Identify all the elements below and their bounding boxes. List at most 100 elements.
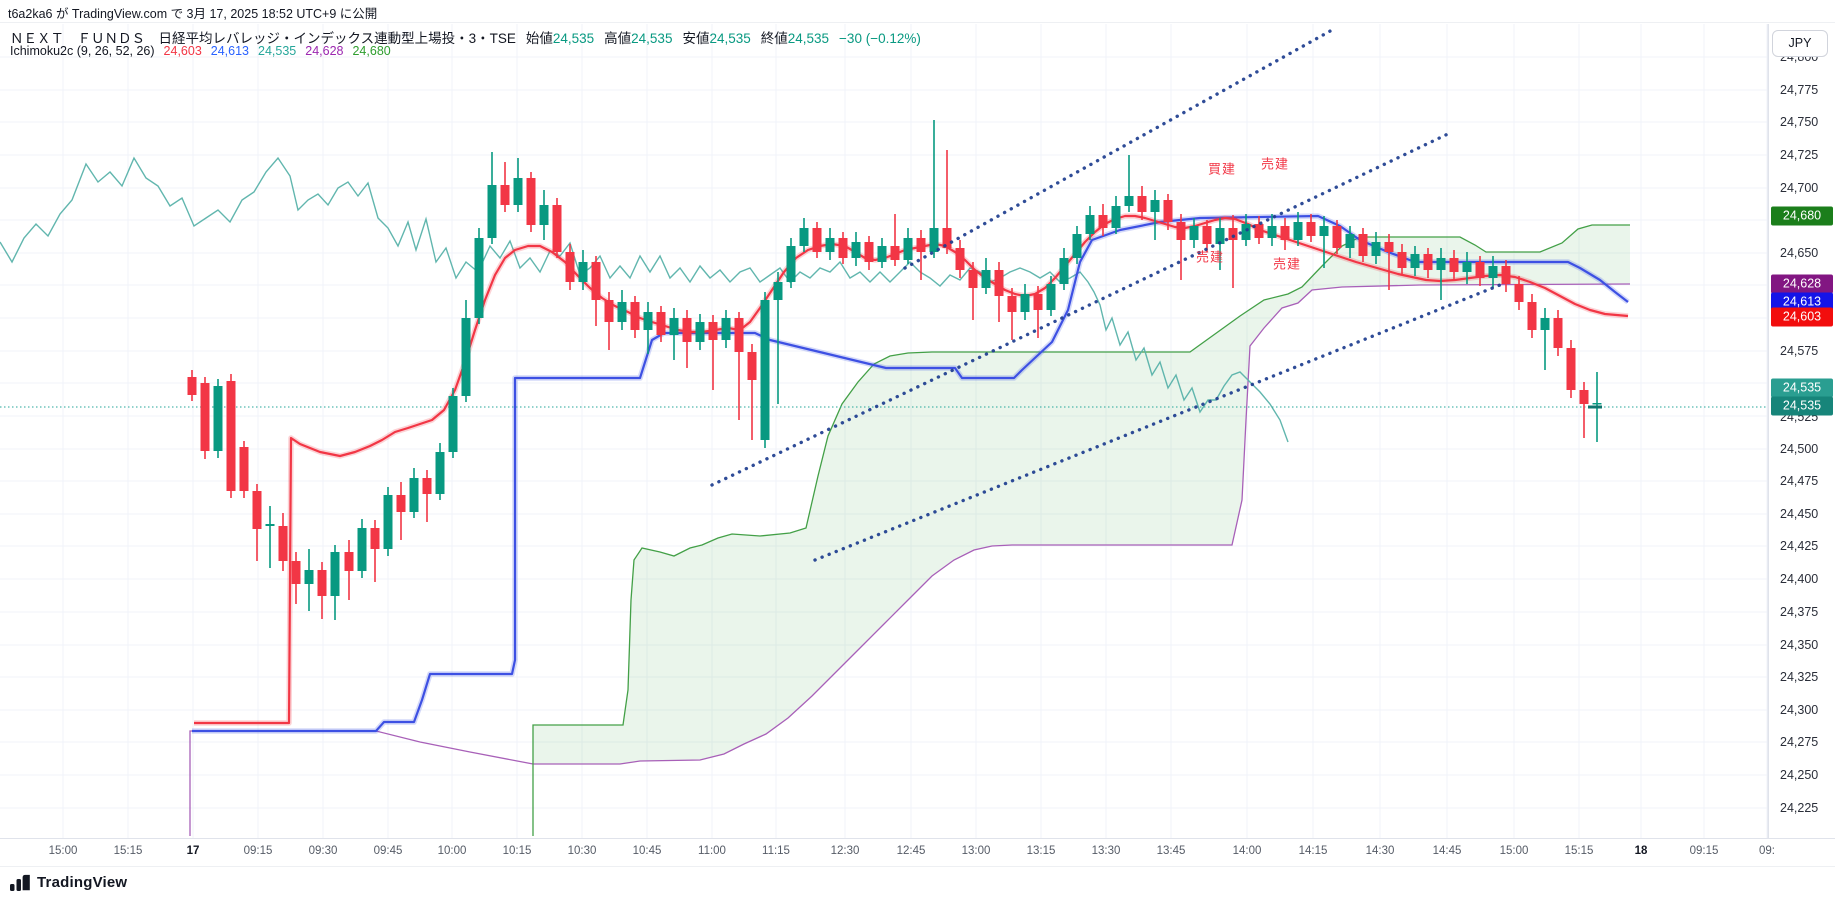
candle-body [591,262,601,300]
price-axis-label: 24,250 [1780,768,1819,782]
candle-body [1176,222,1186,240]
candle-body [526,178,536,225]
price-axis-label: 24,575 [1780,344,1819,358]
candle-body [370,528,380,549]
candle-body [1462,262,1472,272]
candle-body [1085,215,1095,234]
candle-body [565,252,575,282]
candle-body [1306,222,1316,236]
symbol-header: ＮＥＸＴ ＦＵＮＤＳ 日経平均レバレッジ・インデックス連動型上場投・3・TSE 始… [10,27,921,47]
price-axis-label: 24,425 [1780,539,1819,553]
price-badge: 24,603 [1771,307,1833,327]
attribution-text: t6a2ka6 が TradingView.com で 3月 17, 2025 … [8,7,378,21]
ohlc-label: 高値 [604,31,632,46]
candle-body [422,478,432,494]
time-axis-label: 09:15 [243,845,273,857]
candle-body [1436,258,1446,270]
candle-body [291,561,301,584]
trendline-dotted [903,28,1334,270]
price-axis-label: 24,300 [1780,703,1819,717]
time-axis-label: 10:45 [632,845,662,857]
candle-body [1514,284,1524,302]
price-axis[interactable]: 24,800 24,775 24,750 24,725 24,700 24,650 24,5… [1768,24,1835,838]
senkou-b-line [532,224,1630,836]
price-axis-label: 24,500 [1780,442,1819,456]
tradingview-logo[interactable]: TradingView [10,874,127,891]
time-axis[interactable]: 15:00 15:15 17 09:15 09:30 09:45 10:00 10:15 10:… [0,838,1835,867]
candle-body [278,526,288,561]
candle-body [877,246,887,262]
candle-body [773,282,783,300]
candle-body [1007,296,1017,312]
senkou-a-line [189,283,1631,836]
indicator-value: 24,535 [258,44,297,58]
candle-body [1475,262,1485,278]
candle-body [304,570,314,584]
candle-body [578,262,588,282]
tradingview-logo-icon [10,874,30,891]
ohlc-value: 24,535 [709,31,751,46]
time-axis-label: 17 [186,845,200,857]
indicator-value: 24,613 [210,44,250,58]
price-axis-label: 24,225 [1780,801,1819,815]
candle-body [981,270,991,288]
candle-body [1345,234,1355,248]
price-axis-label: 24,450 [1780,507,1819,521]
candle-body [357,528,367,571]
candle-body [1579,390,1589,404]
candle-body [513,178,523,205]
price-axis-label: 24,650 [1780,246,1819,260]
candle-body [1150,200,1160,212]
price-axis-label: 24,350 [1780,638,1819,652]
candle-body [721,318,731,340]
ohlc-label: 安値 [682,31,710,46]
time-axis-label: 12:45 [896,845,926,857]
footer: TradingView [0,866,1835,897]
candle-body [1228,228,1238,240]
candle-body [760,300,770,440]
tradingview-wordmark: TradingView [37,874,128,891]
candle-body [1397,252,1407,268]
ohlc-value: 24,535 [631,31,673,46]
time-axis-label: 14:45 [1432,845,1462,857]
candle-body [448,396,458,452]
price-axis-label: 24,375 [1780,605,1819,619]
candle-body [604,300,614,322]
candle-body [1202,226,1212,244]
candle-body [435,452,445,494]
time-axis-label: 13:15 [1026,845,1056,857]
candle-body [1059,258,1069,284]
candle-body [864,242,874,262]
time-axis-label: 13:30 [1091,845,1121,857]
time-axis-label: 14:15 [1298,845,1328,857]
candle-body [1384,242,1394,252]
currency-button[interactable]: JPY [1772,30,1828,57]
time-axis-label: 15:00 [48,845,78,857]
candle-body [1449,258,1459,272]
candle-body [890,246,900,260]
candle-body [461,318,471,396]
candle-body [1267,226,1277,238]
candle-body [1163,200,1173,222]
candle-body [1566,348,1576,390]
candle-body [1111,206,1121,228]
candle-body [226,381,236,491]
candle-body [539,205,549,225]
ohlc-label: 始値 [525,31,553,46]
candle-body [1488,266,1498,278]
trade-annotation: 売建 [1272,256,1302,272]
candle-body [239,447,249,491]
time-axis-label: 09: [1759,845,1775,857]
candle-body [1358,234,1368,256]
indicator-value: 24,680 [352,44,391,58]
indicator-name: Ichimoku2c [10,44,74,58]
candle-body [669,318,679,335]
price-axis-label: 24,750 [1780,115,1819,129]
candle-body [1033,294,1043,310]
candle-body [1020,294,1030,312]
candle-body [916,238,926,252]
candle-body [1280,226,1290,240]
candle-body [682,318,692,342]
candle-body [1215,228,1225,244]
